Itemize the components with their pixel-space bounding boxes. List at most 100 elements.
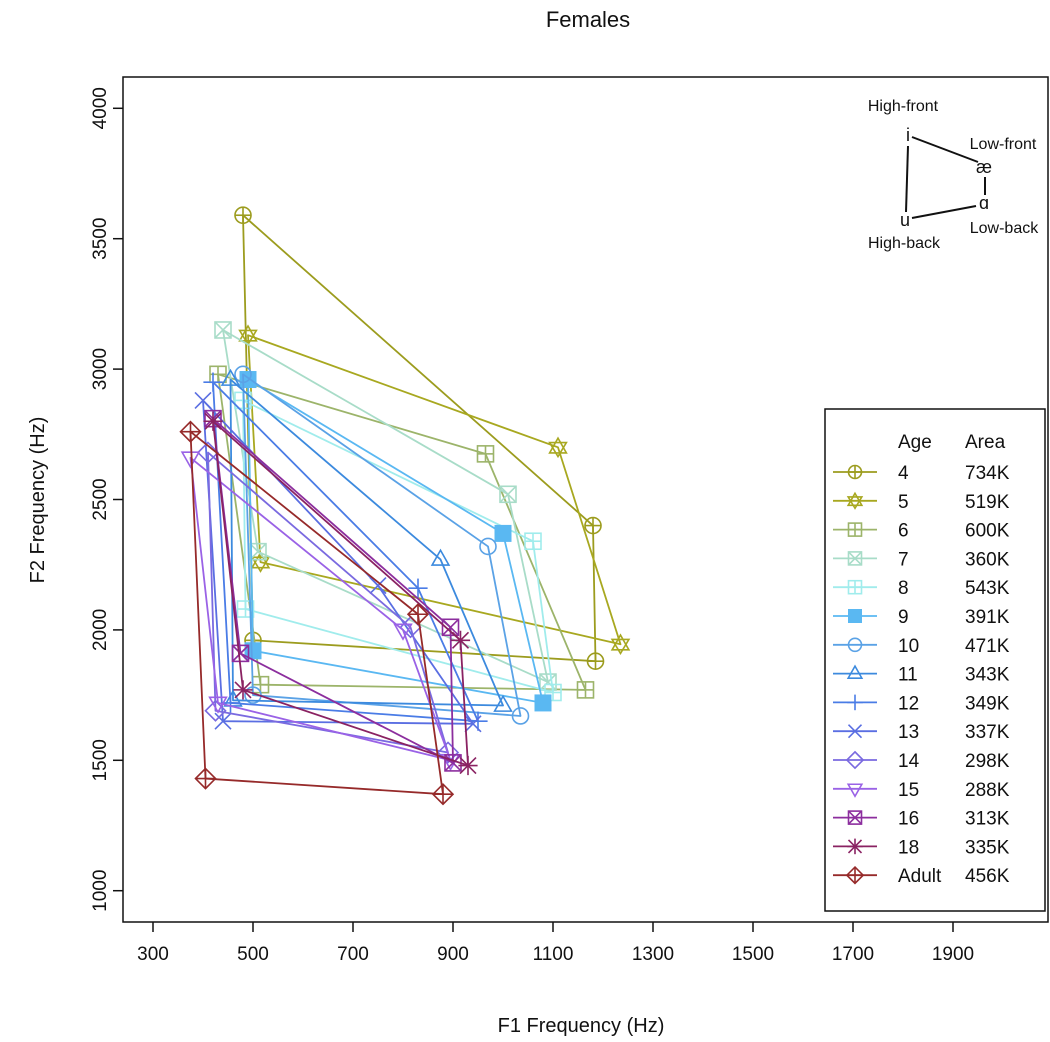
point-age-14-1 [196, 441, 220, 464]
legend-area-4: 734K [965, 463, 1010, 484]
point-age-16-2 [441, 618, 460, 637]
y-tick-label-4000: 4000 [90, 87, 111, 129]
series-layer [179, 206, 631, 806]
point-age-7-1 [214, 321, 232, 339]
point-age-14-3 [436, 741, 460, 764]
legend-entry-5: 5 519K [833, 491, 1010, 513]
point-age-adult-2 [406, 603, 430, 626]
legend-age-15: 15 [898, 780, 919, 801]
legend-age-12: 12 [898, 693, 919, 714]
point-age-5-3 [610, 633, 631, 656]
legend-area-10: 471K [965, 636, 1010, 657]
legend-age-10: 10 [898, 636, 919, 657]
point-age-10-1 [234, 365, 252, 384]
legend-marker-13 [847, 724, 863, 739]
legend-marker-15 [846, 783, 864, 798]
inset-edge-a-u [911, 205, 977, 219]
x-tick-label-700: 700 [337, 944, 369, 965]
point-age-14-4 [204, 699, 227, 722]
legend-entry-11: 11 343K [833, 664, 1010, 686]
legend-header-age: Age [898, 432, 932, 453]
series-age-adult [179, 420, 455, 806]
legend-area-16: 313K [965, 809, 1010, 830]
inset-vowel-ae: æ [976, 157, 992, 177]
y-tick-label-1000: 1000 [90, 870, 111, 912]
point-age-4-1 [234, 206, 252, 225]
x-tick-label-1700: 1700 [832, 944, 874, 965]
legend-age-9: 9 [898, 607, 909, 628]
legend-entry-18: 18 335K [833, 837, 1010, 858]
point-age-10-2 [479, 537, 497, 556]
legend-marker-6 [847, 522, 863, 537]
legend-entry-7: 7 360K [833, 549, 1010, 570]
legend-area-6: 600K [965, 521, 1010, 542]
point-age-adult-1 [179, 420, 202, 443]
legend-marker-10 [847, 637, 863, 653]
legend-area-adult: 456K [965, 866, 1010, 887]
point-age-18-3 [458, 755, 478, 776]
series-age-16 [204, 409, 462, 772]
legend-entry-12: 12 349K [833, 693, 1010, 714]
series-line-age-7 [222, 329, 549, 683]
point-age-8-3 [544, 683, 562, 702]
legend-marker-4 [847, 464, 863, 480]
series-line-age-5 [247, 334, 622, 646]
legend-age-16: 16 [898, 809, 919, 830]
legend-area-14: 298K [965, 751, 1010, 772]
y-tick-label-3500: 3500 [90, 218, 111, 260]
point-age-10-3 [511, 707, 530, 725]
inset-label-high-back: High-back [868, 235, 941, 252]
point-age-13-2 [369, 576, 387, 595]
x-tick-label-500: 500 [237, 944, 269, 965]
point-age-11-2 [430, 548, 451, 566]
point-age-4-3 [586, 652, 605, 670]
inset-label-high-front: High-front [868, 98, 939, 115]
legend-age-7: 7 [898, 549, 909, 570]
point-age-6-4 [251, 675, 270, 694]
legend-area-7: 360K [965, 549, 1010, 570]
point-age-13-3 [464, 715, 482, 733]
legend-age-13: 13 [898, 722, 919, 743]
y-tick-label-2500: 2500 [90, 478, 111, 520]
legend-area-9: 391K [965, 607, 1010, 628]
legend-marker-18 [847, 838, 863, 855]
point-age-9-3 [534, 694, 552, 712]
point-age-6-2 [476, 445, 495, 463]
point-age-9-2 [494, 524, 512, 542]
legend-entry-14: 14 298K [833, 750, 1010, 772]
legend-marker-12 [847, 694, 863, 711]
series-line-age-10 [242, 373, 522, 717]
y-tick-label-3000: 3000 [90, 348, 111, 390]
legend-entry-adult: Adult 456K [833, 865, 1010, 887]
legend-area-15: 288K [965, 780, 1010, 801]
legend-entry-13: 13 337K [833, 722, 1010, 743]
x-tick-label-1500: 1500 [732, 944, 774, 965]
legend-age-11: 11 [898, 665, 918, 686]
y-axis-title: F2 Frequency (Hz) [27, 417, 49, 584]
legend-area-13: 337K [965, 722, 1010, 743]
y-axis: 1000 1500 2000 2500 3000 3500 4000 [90, 87, 123, 912]
point-age-15-2 [393, 623, 413, 641]
legend-marker-9 [848, 609, 862, 623]
series-age-12 [203, 372, 488, 731]
legend-age-adult: Adult [898, 866, 942, 887]
x-axis: 300 500 700 900 1100 1300 1500 1700 1900 [137, 922, 974, 965]
point-age-13-1 [194, 391, 212, 409]
series-age-5 [238, 324, 631, 656]
inset-edge-u-i [905, 145, 909, 213]
legend-age-6: 6 [898, 521, 909, 542]
inset-vowel-i: i [906, 125, 910, 145]
series-age-6 [209, 365, 595, 699]
inset-label-low-back: Low-back [970, 220, 1039, 237]
series-age-10 [234, 365, 530, 725]
legend-header-area: Area [965, 432, 1006, 453]
point-age-18-2 [450, 630, 471, 650]
point-age-11-3 [493, 694, 513, 712]
series-age-8 [234, 391, 562, 702]
x-tick-label-900: 900 [437, 944, 469, 965]
x-tick-label-1300: 1300 [632, 944, 674, 965]
series-line-age-4 [242, 214, 597, 663]
x-tick-label-1100: 1100 [533, 944, 574, 965]
point-age-15-4 [208, 696, 228, 714]
